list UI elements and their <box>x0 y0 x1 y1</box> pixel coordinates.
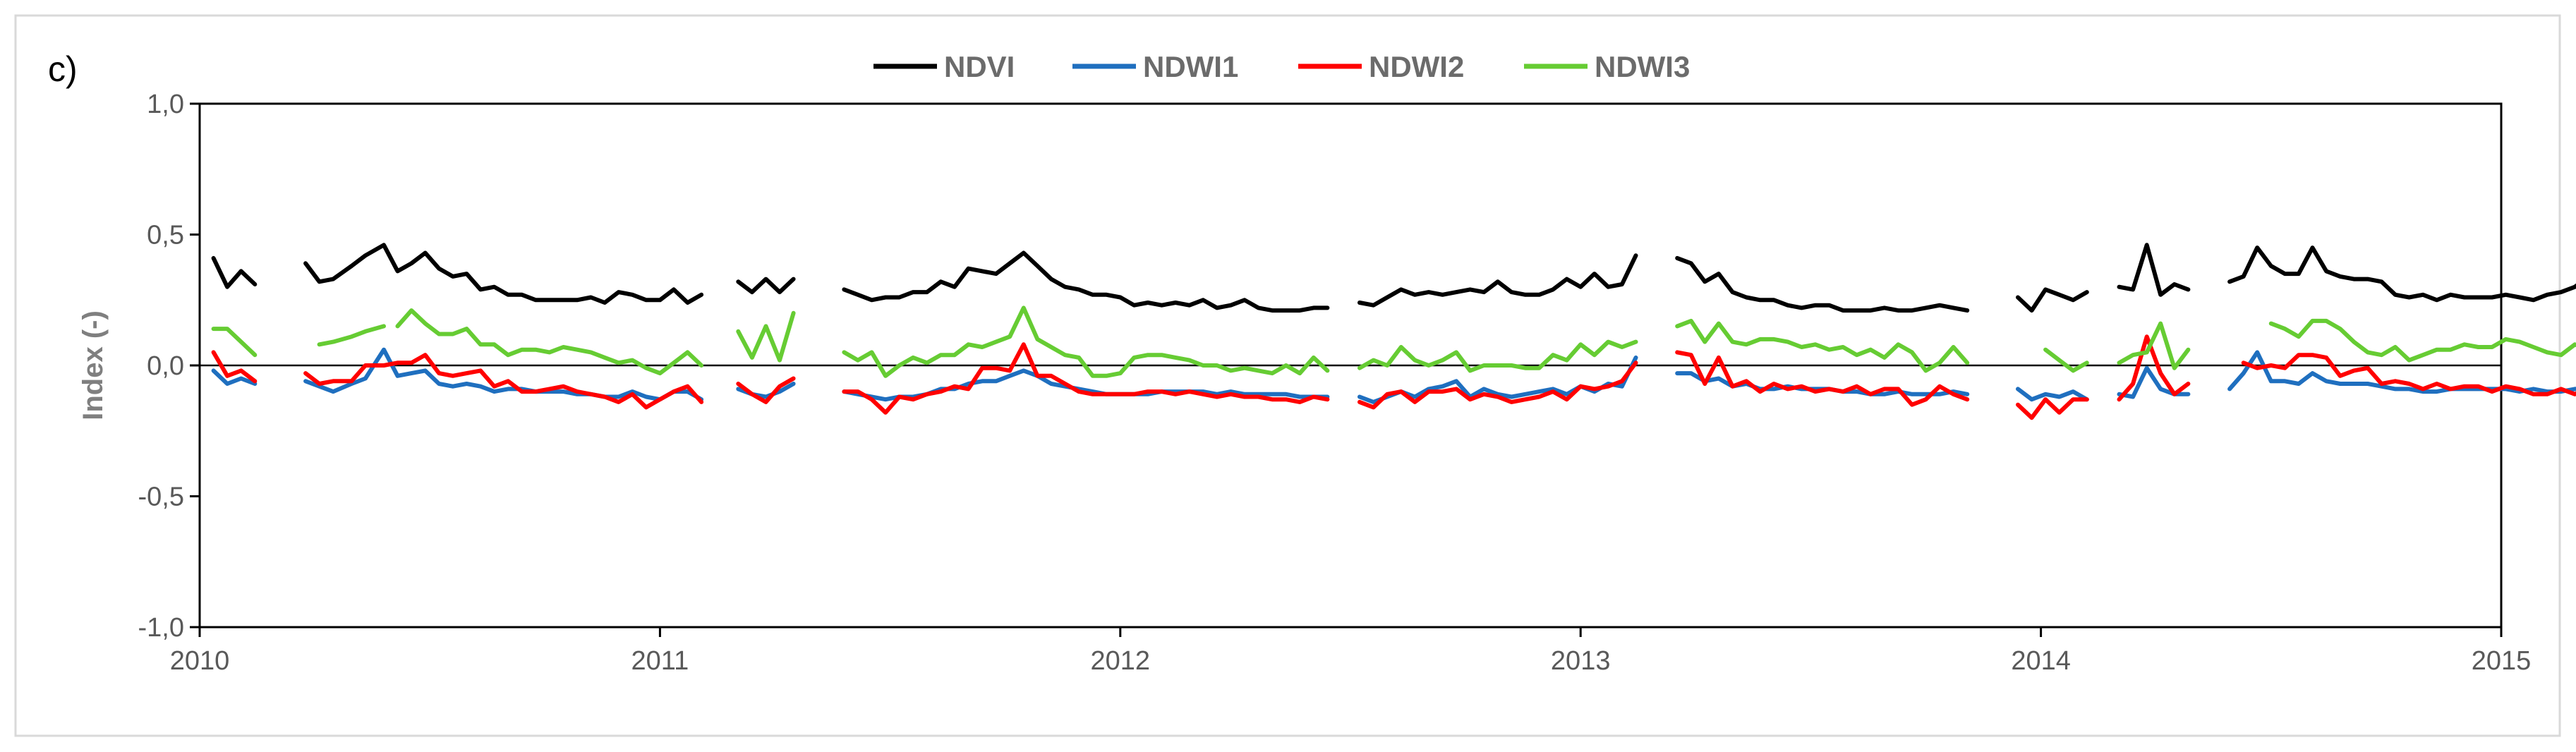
series-line-segment <box>2227 245 2576 303</box>
series-line-segment <box>1357 253 1638 308</box>
series-line-segment <box>303 347 704 402</box>
series-line-segment <box>303 353 704 410</box>
series-line-segment <box>842 250 1330 313</box>
series-line-segment <box>2016 397 2089 420</box>
legend-item-ndwi2: NDWI2 <box>1298 50 1464 83</box>
y-tick-label: -0,5 <box>138 483 184 512</box>
series-line-segment <box>2241 353 2576 396</box>
panel-label: c) <box>48 49 78 89</box>
series-ndwi2 <box>211 334 2576 420</box>
series-line-segment <box>736 277 796 295</box>
series-line-segment <box>842 342 1330 415</box>
legend: NDVI NDWI1 NDWI2 NDWI3 <box>873 50 1690 83</box>
legend-label: NDWI3 <box>1595 50 1690 83</box>
legend-label: NDWI1 <box>1143 50 1238 83</box>
series-ndwi3 <box>211 305 2576 378</box>
y-axis-title: Index (-) <box>78 310 109 420</box>
x-tick-label: 2012 <box>1091 646 1151 676</box>
series-line-segment <box>2043 347 2089 373</box>
series-line-segment <box>736 376 796 404</box>
series-line-segment <box>211 368 258 386</box>
x-tick-label: 2013 <box>1551 646 1611 676</box>
legend-item-ndwi3: NDWI3 <box>1524 50 1690 83</box>
series-line-segment <box>211 327 258 358</box>
series-line-segment <box>211 255 258 289</box>
series-line-segment <box>2117 243 2191 297</box>
series-line-segment <box>317 324 386 347</box>
y-tick-label: 0,0 <box>147 351 184 381</box>
x-tick-label: 2011 <box>631 646 689 676</box>
legend-item-ndvi: NDVI <box>873 50 1015 83</box>
series-line-segment <box>2117 334 2191 402</box>
y-axis-ticks: -1,0 -0,5 0,0 0,5 1,0 <box>138 90 200 643</box>
y-tick-label: 1,0 <box>147 90 184 119</box>
series-line-segment <box>842 305 1330 378</box>
legend-label: NDVI <box>944 50 1015 83</box>
series-line-segment <box>1675 255 1970 313</box>
series-line-segment <box>395 308 704 376</box>
series-line-segment <box>2016 287 2089 313</box>
x-axis-ticks: 2010 2011 2012 2013 2014 2015 <box>170 627 2532 676</box>
legend-label: NDWI2 <box>1369 50 1464 83</box>
series-line-segment <box>736 310 796 363</box>
series-line-segment <box>2016 387 2089 402</box>
series-ndvi <box>211 243 2576 313</box>
legend-item-ndwi1: NDWI1 <box>1072 50 1238 83</box>
series-layer <box>211 243 2576 420</box>
series-line-segment <box>1675 350 1970 407</box>
x-tick-label: 2010 <box>170 646 230 676</box>
series-line-segment <box>1675 318 1970 373</box>
series-line-segment <box>211 350 258 384</box>
series-line-segment <box>1357 339 1638 373</box>
series-line-segment <box>1357 360 1638 410</box>
y-tick-label: 0,5 <box>147 221 184 250</box>
series-line-segment <box>303 243 704 305</box>
series-line-segment <box>2117 321 2191 370</box>
y-tick-label: -1,0 <box>138 613 184 643</box>
x-tick-label: 2014 <box>2011 646 2071 676</box>
series-line-segment <box>2268 318 2576 363</box>
x-tick-label: 2015 <box>2472 646 2532 676</box>
